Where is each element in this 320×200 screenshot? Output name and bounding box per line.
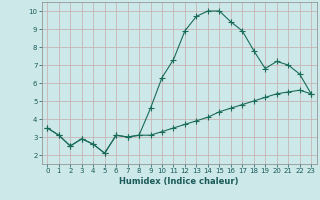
X-axis label: Humidex (Indice chaleur): Humidex (Indice chaleur)	[119, 177, 239, 186]
